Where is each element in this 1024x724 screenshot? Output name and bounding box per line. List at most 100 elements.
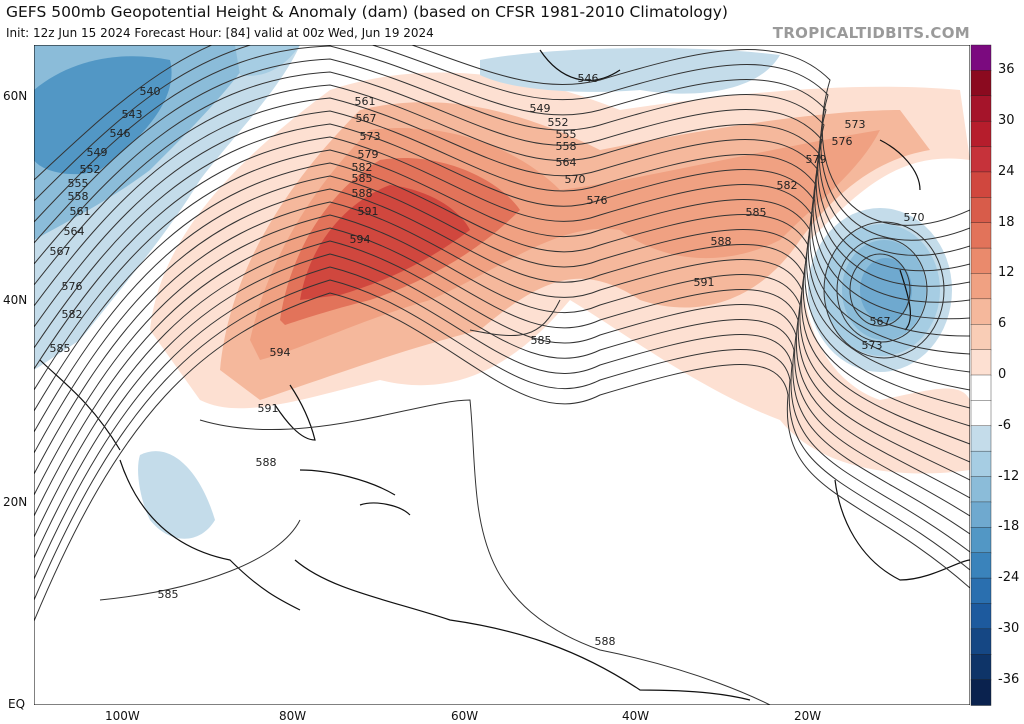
- colorbar-swatch: [970, 298, 992, 325]
- contour-line: [34, 45, 970, 256]
- colorbar-swatch: [970, 501, 992, 529]
- contour-label: 567: [50, 245, 71, 258]
- map-title: GEFS 500mb Geopotential Height & Anomaly…: [6, 3, 728, 21]
- contour-label: 549: [87, 146, 108, 159]
- colorbar-label: 18: [998, 214, 1015, 230]
- colorbar-label: -6: [998, 417, 1011, 433]
- colorbar-swatch: [970, 654, 992, 681]
- contour-line: [34, 84, 970, 303]
- map-subtitle: Init: 12z Jun 15 2024 Forecast Hour: [84…: [6, 26, 434, 40]
- contour-label: 573: [360, 130, 381, 143]
- colorbar-swatch: [970, 171, 992, 199]
- contour-label: 570: [904, 211, 925, 224]
- colorbar-swatch: [970, 476, 992, 503]
- contour-line: [99, 519, 301, 601]
- colorbar-label: -30: [998, 620, 1020, 636]
- lat-label-20n: 20N: [3, 495, 28, 509]
- contour-label: 561: [70, 205, 91, 218]
- colorbar-label: -36: [998, 671, 1020, 687]
- contour-label: 564: [64, 225, 85, 238]
- colorbar-label: 36: [998, 62, 1015, 78]
- colorbar-label: -24: [998, 570, 1020, 586]
- contour-label: 540: [140, 85, 161, 98]
- contour-label: 582: [352, 161, 373, 174]
- colorbar-swatch: [970, 349, 992, 376]
- contour-label: 591: [694, 276, 715, 289]
- contour-line: [34, 253, 970, 559]
- contour-label: 573: [845, 118, 866, 131]
- contour-line: [34, 123, 970, 355]
- contour-label: 588: [711, 235, 732, 248]
- contour-label: 579: [358, 148, 379, 161]
- contour-line: [34, 45, 970, 226]
- contour-line: [849, 253, 911, 327]
- contour-label: 573: [862, 339, 883, 352]
- colorbar-label: 12: [998, 265, 1015, 281]
- lat-label-40n: 40N: [3, 293, 28, 307]
- brand-watermark: TROPICALTIDBITS.COM: [772, 24, 970, 42]
- contour-label: 591: [258, 402, 279, 415]
- colorbar-label: 0: [998, 367, 1007, 382]
- contour-label: 570: [565, 173, 586, 186]
- contour-line: [34, 201, 970, 475]
- colorbar-swatch: [970, 95, 992, 122]
- height-contours: [34, 45, 970, 705]
- contour-line: [34, 97, 970, 320]
- contour-label: 591: [358, 205, 379, 218]
- contour-label: 585: [352, 172, 373, 185]
- contour-label: 588: [352, 187, 373, 200]
- contour-line: [34, 149, 970, 391]
- contour-label: 594: [270, 346, 291, 359]
- contour-label: 594: [350, 233, 371, 246]
- contour-label: 552: [548, 116, 569, 129]
- contour-line: [34, 279, 970, 601]
- contour-line: [34, 188, 970, 454]
- colorbar-swatch: [970, 324, 992, 351]
- contour-line: [34, 110, 970, 337]
- colorbar-label: -18: [998, 519, 1020, 535]
- colorbar-swatch: [970, 273, 992, 300]
- colorbar-swatch: [970, 120, 992, 148]
- contour-label: 585: [50, 342, 71, 355]
- lon-label-100w: 100W: [105, 709, 140, 723]
- contour-label: 567: [356, 112, 377, 125]
- lat-label-60n: 60N: [3, 89, 28, 103]
- colorbar-swatch: [970, 628, 992, 655]
- contour-line: [34, 162, 970, 412]
- contour-line: [836, 237, 928, 343]
- colorbar-label: 30: [998, 113, 1015, 129]
- contour-label: 567: [870, 315, 891, 328]
- colorbar-swatch: [970, 400, 992, 427]
- contour-label: 555: [68, 177, 89, 190]
- colorbar-swatch: [970, 603, 992, 630]
- lon-label-40w: 40W: [622, 709, 650, 723]
- colorbar-swatch: [970, 247, 992, 275]
- colorbar-label: 24: [998, 163, 1015, 179]
- contour-line: [469, 299, 561, 336]
- contour-line: [34, 58, 970, 272]
- contour-line: [34, 71, 970, 287]
- contour-line: [34, 227, 970, 517]
- contour-label: 558: [556, 140, 577, 153]
- contour-label: 549: [530, 102, 551, 115]
- lon-label-20w: 20W: [794, 709, 822, 723]
- contour-label: 585: [531, 334, 552, 347]
- lon-label-80w: 80W: [279, 709, 307, 723]
- colorbar-swatch: [970, 577, 992, 605]
- contour-line: [823, 221, 945, 359]
- contour-line: [199, 399, 771, 705]
- colorbar-swatch: [970, 222, 992, 249]
- colorbar-label: 6: [998, 316, 1007, 332]
- contour-line: [34, 266, 970, 580]
- contour-label: 555: [556, 128, 577, 141]
- contour-line: [34, 45, 970, 241]
- contour-labels: 5405435465495525555585615645675765825855…: [50, 72, 925, 648]
- contour-line: [34, 214, 970, 496]
- contour-line: [34, 240, 970, 538]
- colorbar-swatch: [970, 374, 992, 402]
- lat-label-eq: EQ: [8, 697, 26, 711]
- contour-label: 546: [578, 72, 599, 85]
- contour-label: 561: [355, 95, 376, 108]
- contour-label: 576: [587, 194, 608, 207]
